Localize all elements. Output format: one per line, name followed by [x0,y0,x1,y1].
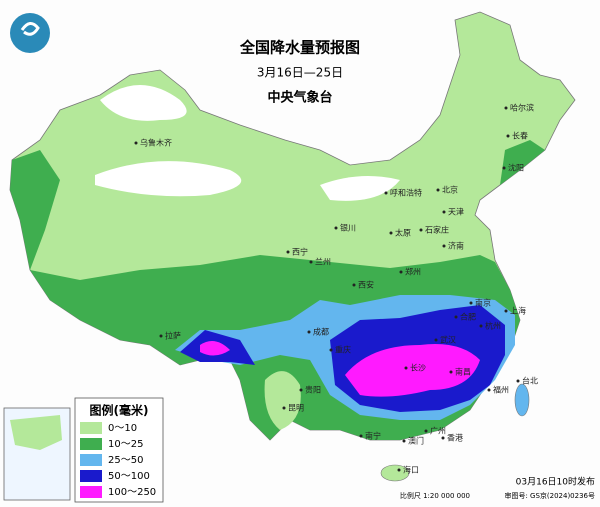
city-label: 澳门 [408,436,424,446]
band-10-25-west [10,150,60,270]
city-dot [504,309,508,313]
legend-label: 100～250 [108,487,156,498]
city-label: 哈尔滨 [510,103,534,113]
city-label: 南宁 [365,431,381,441]
city-dot [441,436,445,440]
city-label: 银川 [340,223,356,233]
city-label: 杭州 [485,321,501,331]
city-dot [434,338,438,342]
approval: 审图号: GS京(2024)0236号 [504,491,595,500]
city-label: 广州 [430,426,446,436]
city-label: 上海 [510,306,526,316]
city-dot [334,226,338,230]
city-dot [399,270,403,274]
legend-swatch [80,486,102,498]
legend-swatch [80,470,102,482]
city-dot [454,315,458,319]
city-label: 台北 [522,376,538,386]
city-label: 兰州 [315,257,331,267]
city-label: 成都 [313,327,329,337]
city-label: 武汉 [440,335,456,345]
issuer: 中央气象台 [267,90,332,106]
city-label: 沈阳 [508,163,524,173]
city-label: 长春 [512,131,528,141]
city-label: 郑州 [405,267,421,277]
inset-land [10,415,62,450]
light-zone [264,371,301,430]
city-label: 昆明 [288,404,304,413]
city-label: 长沙 [410,363,426,373]
city-label: 济南 [448,241,464,251]
city-label: 呼和浩特 [390,188,422,198]
city-dot [479,324,483,328]
city-label: 西宁 [292,247,308,257]
legend-label: 10～25 [108,439,143,450]
legend-swatch [80,454,102,466]
city-dot [404,366,408,370]
city-label: 南昌 [455,367,471,377]
city-label: 海口 [403,465,419,475]
dry-zone [95,161,242,197]
legend-swatch [80,438,102,450]
city-dot [402,439,406,443]
dry-zone [100,85,187,121]
city-dot [384,191,388,195]
city-label: 西安 [358,280,374,290]
city-label: 南京 [475,298,491,308]
period: 3月16日—25日 [257,66,343,80]
logo-mark [20,22,40,36]
dry-zone [320,176,400,201]
city-dot [506,134,510,138]
city-dot [436,188,440,192]
hainan [380,464,410,482]
taiwan [514,383,530,417]
city-dot [286,250,290,254]
city-label: 太原 [395,228,411,238]
city-dot [282,406,286,410]
city-label: 拉萨 [165,331,181,341]
city-dot [159,334,163,338]
band-10-25-ne [500,140,545,185]
city-dot [424,429,428,433]
legend-label: 50～100 [108,471,150,482]
city-dot [504,106,508,110]
band-100-250 [345,344,480,397]
city-label: 香港 [447,433,463,443]
city-dot [299,388,303,392]
city-dot [352,283,356,287]
city-dot [134,141,138,145]
issued-time: 03月16日10时发布 [516,476,595,488]
city-label: 贵阳 [305,385,321,395]
city-dot [419,228,423,232]
city-dot [359,434,363,438]
scale: 比例尺 1:20 000 000 [400,491,470,500]
legend-title: 图例(毫米) [90,403,149,418]
city-dot [309,260,313,264]
legend-label: 0～10 [108,423,137,434]
legend-swatch [80,422,102,434]
city-label: 天津 [448,207,464,217]
map-title: 全国降水量预报图 [239,39,360,57]
city-dot [397,468,401,472]
city-label: 乌鲁木齐 [140,138,172,148]
city-dot [389,231,393,235]
city-dot [449,370,453,374]
city-dot [516,379,520,383]
city-label: 合肥 [460,312,476,322]
city-dot [442,210,446,214]
city-dot [469,301,473,305]
city-label: 石家庄 [425,225,449,235]
band-100-250-west [200,341,230,356]
city-dot [487,388,491,392]
city-dot [329,348,333,352]
city-dot [502,166,506,170]
city-label: 福州 [493,386,509,395]
city-dot [442,244,446,248]
legend-label: 25～50 [108,455,143,466]
city-dot [307,330,311,334]
city-label: 重庆 [335,345,351,355]
city-label: 北京 [442,185,458,195]
